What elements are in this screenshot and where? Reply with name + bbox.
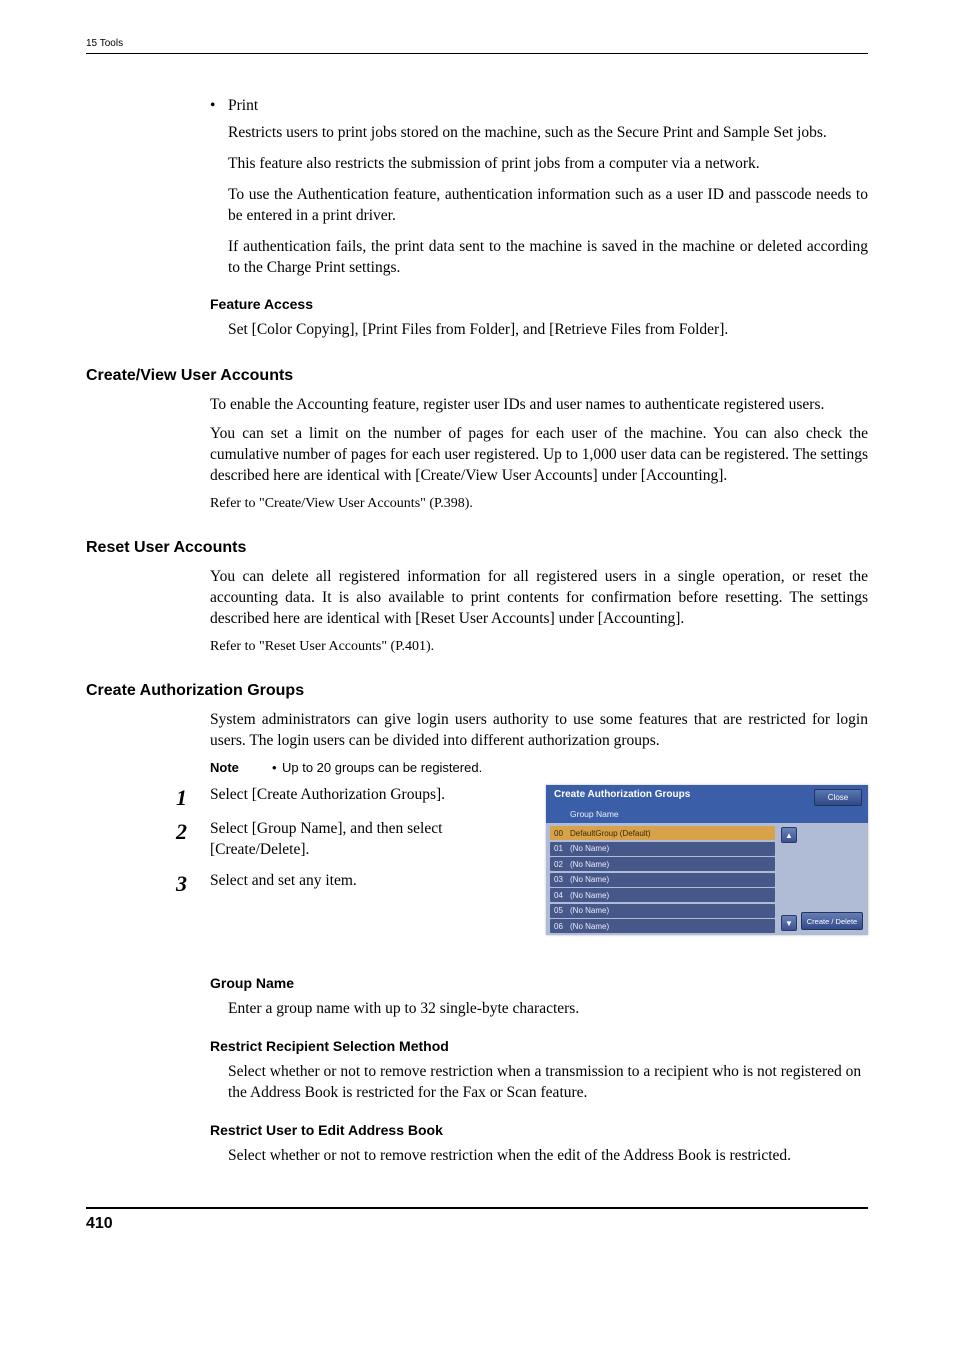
figure-row-06-idx: 06 (554, 922, 570, 931)
create-view-heading: Create/View User Accounts (86, 367, 868, 385)
feature-access-heading: Feature Access (210, 296, 868, 312)
figure-row-01-name: (No Name) (570, 844, 609, 853)
running-head: 15 Tools (86, 38, 868, 49)
note-label: Note (210, 760, 272, 775)
note-text: Up to 20 groups can be registered. (282, 760, 868, 775)
note-bullet-dot: • (272, 760, 282, 775)
bullet-dot: • (210, 96, 228, 117)
figure-scroll-up[interactable]: ▲ (781, 827, 797, 843)
steps-column: 1 Select [Create Authorization Groups]. … (86, 785, 528, 905)
figure-row-01[interactable]: 01 (No Name) (550, 842, 775, 856)
figure-row-03-idx: 03 (554, 875, 570, 884)
step-3-text: Select and set any item. (210, 871, 528, 892)
header-rule (86, 53, 868, 54)
step-3-number: 3 (176, 871, 210, 895)
restrict-selection-heading: Restrict Recipient Selection Method (210, 1038, 868, 1054)
figure-scroll-down[interactable]: ▼ (781, 915, 797, 931)
print-para-4: If authentication fails, the print data … (228, 237, 868, 279)
step-3: 3 Select and set any item. (176, 871, 528, 895)
group-name-heading: Group Name (210, 975, 868, 991)
restrict-edit-body: Select whether or not to remove restrict… (228, 1146, 868, 1167)
print-para-3: To use the Authentication feature, authe… (228, 185, 868, 227)
step-1: 1 Select [Create Authorization Groups]. (176, 785, 528, 809)
figure-header: Create Authorization Groups Close Group … (546, 785, 868, 823)
create-view-p2: You can set a limit on the number of pag… (210, 424, 868, 487)
print-bullet-label: Print (228, 97, 258, 114)
figure-row-00-idx: 00 (554, 829, 570, 838)
reset-ref: Refer to "Reset User Accounts" (P.401). (210, 638, 868, 656)
steps-and-figure: 1 Select [Create Authorization Groups]. … (86, 785, 868, 935)
reset-heading: Reset User Accounts (86, 539, 868, 557)
figure-row-03-name: (No Name) (570, 875, 609, 884)
step-1-text: Select [Create Authorization Groups]. (210, 785, 528, 806)
create-view-ref: Refer to "Create/View User Accounts" (P.… (210, 495, 868, 513)
figure-screenshot: Create Authorization Groups Close Group … (546, 785, 868, 935)
restrict-selection-body: Select whether or not to remove restrict… (228, 1062, 868, 1104)
figure-list: 00 DefaultGroup (Default) 01 (No Name) 0… (546, 823, 779, 935)
figure-row-02-idx: 02 (554, 860, 570, 869)
step-list: 1 Select [Create Authorization Groups]. … (176, 785, 528, 895)
figure-row-04-idx: 04 (554, 891, 570, 900)
figure-row-00[interactable]: 00 DefaultGroup (Default) (550, 826, 775, 840)
figure-row-04[interactable]: 04 (No Name) (550, 888, 775, 902)
figure-row-02-name: (No Name) (570, 860, 609, 869)
figure-row-03[interactable]: 03 (No Name) (550, 873, 775, 887)
figure-row-06[interactable]: 06 (No Name) (550, 919, 775, 933)
restrict-edit-heading: Restrict User to Edit Address Book (210, 1122, 868, 1138)
reset-p1: You can delete all registered informatio… (210, 567, 868, 630)
page: 15 Tools •Print Restricts users to print… (0, 0, 954, 1350)
figure-body: 00 DefaultGroup (Default) 01 (No Name) 0… (546, 823, 868, 935)
figure-row-05[interactable]: 05 (No Name) (550, 904, 775, 918)
print-para-1: Restricts users to print jobs stored on … (228, 123, 868, 144)
footer-rule (86, 1207, 868, 1209)
print-para-2: This feature also restricts the submissi… (228, 154, 868, 175)
figure-row-00-name: DefaultGroup (Default) (570, 829, 650, 838)
figure-row-01-idx: 01 (554, 844, 570, 853)
figure-row-05-idx: 05 (554, 906, 570, 915)
figure-row-05-name: (No Name) (570, 906, 609, 915)
figure-scrollbar: ▲ ▼ (779, 823, 799, 935)
group-name-body: Enter a group name with up to 32 single-… (228, 999, 868, 1020)
figure-column-header: Group Name (570, 809, 619, 819)
step-2: 2 Select [Group Name], and then select [… (176, 819, 528, 861)
figure-title: Create Authorization Groups (546, 785, 814, 800)
figure-row-06-name: (No Name) (570, 922, 609, 931)
print-bullet: •Print (210, 96, 868, 117)
step-2-text: Select [Group Name], and then select [Cr… (210, 819, 528, 861)
step-2-number: 2 (176, 819, 210, 843)
step-1-number: 1 (176, 785, 210, 809)
create-view-p1: To enable the Accounting feature, regist… (210, 395, 868, 416)
feature-access-body: Set [Color Copying], [Print Files from F… (228, 320, 868, 341)
figure-row-04-name: (No Name) (570, 891, 609, 900)
figure-row-02[interactable]: 02 (No Name) (550, 857, 775, 871)
figure-side-panel: Create / Delete (799, 823, 868, 935)
page-number: 410 (86, 1215, 868, 1233)
auth-groups-intro: System administrators can give login use… (210, 710, 868, 752)
figure-create-delete-button[interactable]: Create / Delete (801, 912, 863, 930)
auth-groups-heading: Create Authorization Groups (86, 682, 868, 700)
figure-close-button[interactable]: Close (814, 789, 862, 806)
auth-groups-note: Note • Up to 20 groups can be registered… (210, 760, 868, 775)
